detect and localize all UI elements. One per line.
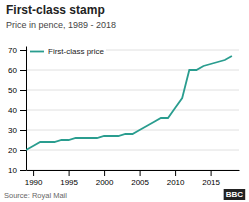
y-tick: 20 <box>8 146 26 155</box>
y-tick-label: 40 <box>8 106 17 115</box>
logo: BBC <box>224 189 246 200</box>
logo-text: BBC <box>226 190 244 199</box>
y-tick-label: 30 <box>8 126 17 135</box>
grid-line <box>26 130 239 131</box>
y-axis-line <box>26 47 27 171</box>
x-tick-mark <box>33 170 34 176</box>
y-tick-label: 10 <box>8 166 17 175</box>
y-tick: 10 <box>8 166 26 175</box>
x-tick-mark <box>104 170 105 176</box>
legend-item: First-class price <box>28 46 106 57</box>
x-tick-label: 1990 <box>25 178 43 187</box>
y-tick-label: 60 <box>8 66 17 75</box>
x-tick: 2000 <box>96 170 114 187</box>
x-tick-mark <box>175 170 176 176</box>
chart: First-class stamp Price in pence, 1989 - … <box>0 0 249 202</box>
grid-line <box>26 70 239 71</box>
x-axis-line <box>27 170 240 171</box>
y-tick-mark <box>20 150 26 151</box>
y-tick-mark <box>20 130 26 131</box>
x-tick: 2010 <box>167 170 185 187</box>
grid-line <box>26 150 239 151</box>
y-tick-mark <box>20 90 26 91</box>
y-tick-label: 50 <box>8 86 17 95</box>
y-tick: 40 <box>8 106 26 115</box>
legend-background <box>28 46 106 57</box>
source: Source: Royal Mail <box>4 191 67 200</box>
x-tick-label: 2015 <box>202 178 220 187</box>
line <box>26 56 232 150</box>
grid-line <box>26 90 239 91</box>
y-tick-mark <box>20 50 26 51</box>
grid-line <box>26 170 239 171</box>
x-tick-mark <box>140 170 141 176</box>
y-tick-mark <box>20 70 26 71</box>
x-tick: 2005 <box>131 170 149 187</box>
y-tick: 50 <box>8 86 26 95</box>
y-tick: 70 <box>8 46 26 55</box>
grid-line <box>26 110 239 111</box>
legend-label: First-class price <box>48 47 105 56</box>
x-tick-label: 2010 <box>167 178 185 187</box>
y-tick: 60 <box>8 66 26 75</box>
grid <box>26 50 239 170</box>
y-tick-mark <box>20 170 26 171</box>
legend: First-class price <box>28 46 106 57</box>
subtitle: Price in pence, 1989 - 2018 <box>6 20 116 30</box>
x-axis: 1990 1995 2000 2005 2010 2015 <box>25 170 240 187</box>
x-tick: 2015 <box>202 170 220 187</box>
title: First-class stamp <box>6 3 105 17</box>
plot: 1990 1995 2000 2005 2010 2015 10 20 30 40 50 60 70 Fi… <box>8 46 239 187</box>
marks <box>26 56 232 150</box>
x-tick-mark <box>211 170 212 176</box>
x-tick: 1990 <box>25 170 43 187</box>
y-tick-label: 20 <box>8 146 17 155</box>
x-tick: 1995 <box>60 170 78 187</box>
legend-swatch <box>30 51 44 53</box>
x-tick-label: 2005 <box>131 178 149 187</box>
x-tick-label: 1995 <box>60 178 78 187</box>
x-tick-label: 2000 <box>96 178 114 187</box>
y-tick: 30 <box>8 126 26 135</box>
logo-background <box>224 189 246 200</box>
y-tick-label: 70 <box>8 46 17 55</box>
y-axis: 10 20 30 40 50 60 70 <box>8 46 26 175</box>
x-tick-mark <box>69 170 70 176</box>
y-tick-mark <box>20 110 26 111</box>
